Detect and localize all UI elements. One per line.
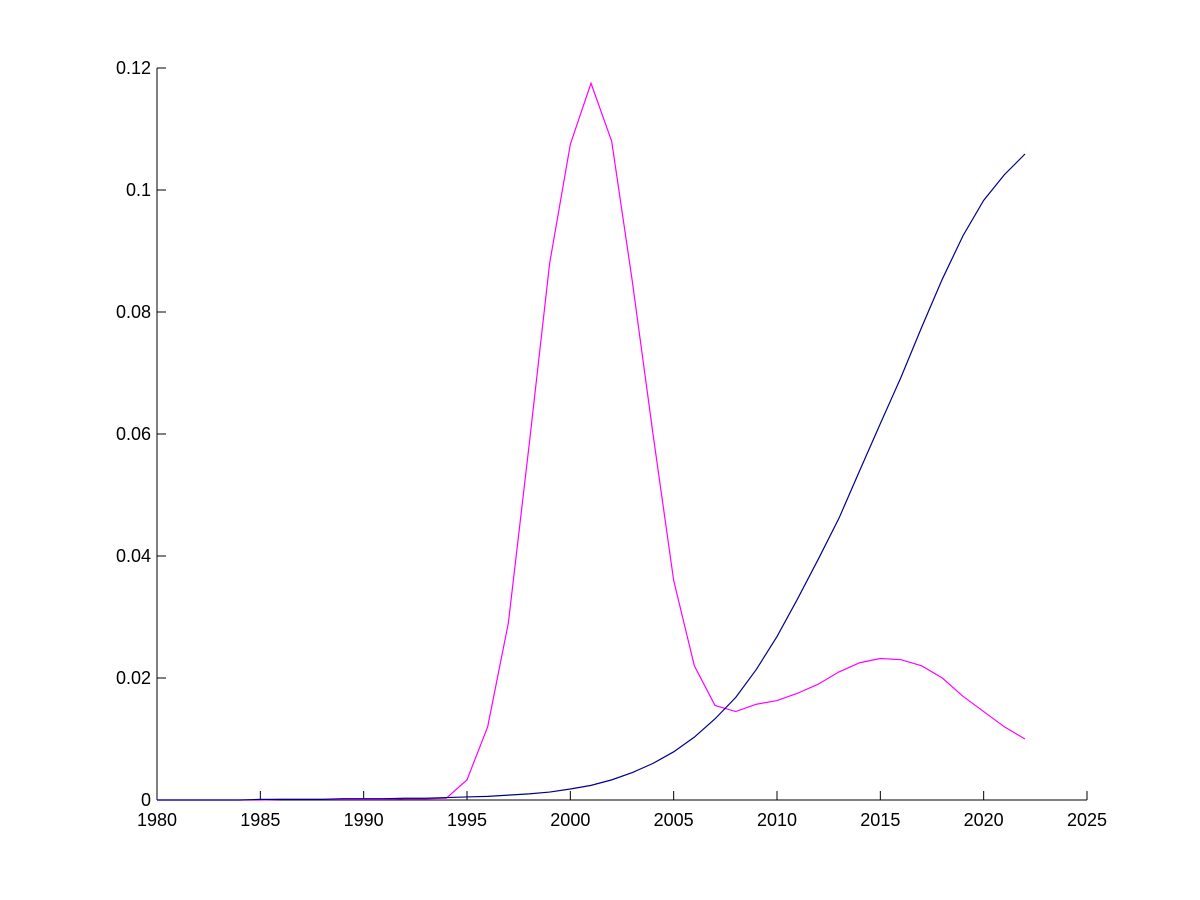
x-tick-label: 2025 bbox=[1067, 810, 1107, 830]
x-tick-label: 2015 bbox=[860, 810, 900, 830]
y-tick-label: 0.04 bbox=[116, 546, 151, 566]
x-tick-label: 2005 bbox=[654, 810, 694, 830]
y-tick-label: 0.1 bbox=[126, 180, 151, 200]
y-tick-label: 0.02 bbox=[116, 668, 151, 688]
x-tick-label: 1985 bbox=[240, 810, 280, 830]
x-tick-label: 1995 bbox=[447, 810, 487, 830]
x-tick-label: 2010 bbox=[757, 810, 797, 830]
x-tick-label: 2020 bbox=[964, 810, 1004, 830]
y-tick-label: 0.06 bbox=[116, 424, 151, 444]
y-tick-label: 0 bbox=[141, 790, 151, 810]
x-tick-label: 2000 bbox=[550, 810, 590, 830]
y-tick-label: 0.12 bbox=[116, 58, 151, 78]
x-tick-label: 1980 bbox=[137, 810, 177, 830]
series-line bbox=[157, 153, 1026, 801]
x-tick-label: 1990 bbox=[344, 810, 384, 830]
y-tick-label: 0.08 bbox=[116, 302, 151, 322]
